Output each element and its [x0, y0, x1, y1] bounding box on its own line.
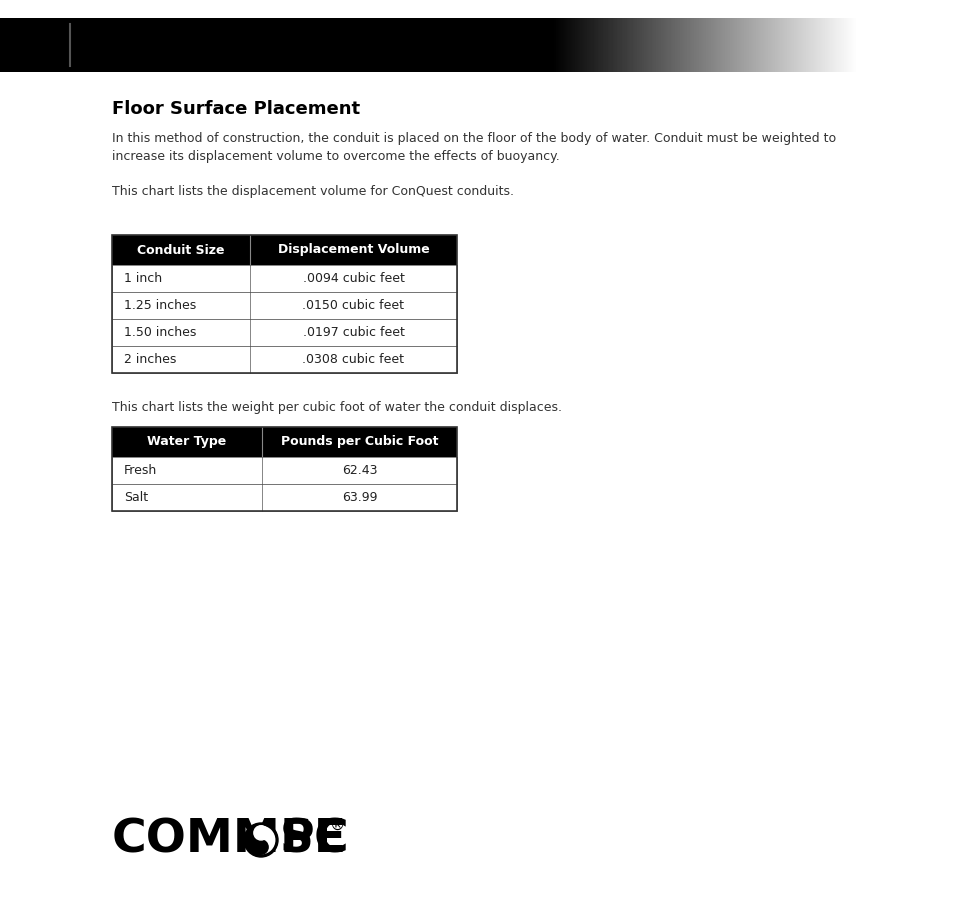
- Text: Floor Surface Placement: Floor Surface Placement: [112, 100, 359, 118]
- Text: Water Type: Water Type: [147, 436, 227, 448]
- Text: This chart lists the displacement volume for ConQuest conduits.: This chart lists the displacement volume…: [112, 185, 514, 198]
- FancyBboxPatch shape: [112, 457, 456, 484]
- FancyBboxPatch shape: [112, 427, 456, 457]
- FancyBboxPatch shape: [0, 0, 953, 18]
- Text: Salt: Salt: [124, 491, 148, 504]
- Circle shape: [253, 840, 268, 854]
- Text: Pounds per Cubic Foot: Pounds per Cubic Foot: [280, 436, 437, 448]
- Text: .0094 cubic feet: .0094 cubic feet: [302, 272, 404, 285]
- FancyBboxPatch shape: [112, 484, 456, 511]
- Text: Displacement Volume: Displacement Volume: [277, 243, 429, 257]
- Circle shape: [244, 823, 277, 857]
- FancyBboxPatch shape: [112, 265, 456, 292]
- FancyBboxPatch shape: [112, 319, 456, 346]
- FancyBboxPatch shape: [112, 292, 456, 319]
- Text: This chart lists the weight per cubic foot of water the conduit displaces.: This chart lists the weight per cubic fo…: [112, 401, 561, 414]
- Text: COMMSC: COMMSC: [112, 817, 350, 862]
- Text: Conduit Size: Conduit Size: [137, 243, 225, 257]
- Text: 4.18: 4.18: [28, 33, 65, 48]
- Text: increase its displacement volume to overcome the effects of buoyancy.: increase its displacement volume to over…: [112, 150, 559, 163]
- Wedge shape: [261, 825, 275, 855]
- Text: 1.25 inches: 1.25 inches: [124, 299, 196, 312]
- Text: 62.43: 62.43: [341, 464, 376, 477]
- Text: PE: PE: [280, 817, 347, 862]
- Text: .0150 cubic feet: .0150 cubic feet: [302, 299, 404, 312]
- Text: .0197 cubic feet: .0197 cubic feet: [302, 326, 404, 339]
- Text: 2 inches: 2 inches: [124, 353, 176, 366]
- Text: Fresh: Fresh: [124, 464, 157, 477]
- FancyBboxPatch shape: [112, 235, 456, 265]
- Text: ®: ®: [330, 817, 345, 832]
- Text: 63.99: 63.99: [341, 491, 376, 504]
- Text: 1 inch: 1 inch: [124, 272, 162, 285]
- Circle shape: [253, 826, 268, 840]
- Text: Underground Installation Methods: Underground Installation Methods: [80, 32, 349, 46]
- Text: Submarine Installation: Submarine Installation: [80, 50, 213, 63]
- Text: In this method of construction, the conduit is placed on the floor of the body o: In this method of construction, the cond…: [112, 132, 835, 145]
- FancyBboxPatch shape: [112, 346, 456, 373]
- Text: .0308 cubic feet: .0308 cubic feet: [302, 353, 404, 366]
- Text: 1.50 inches: 1.50 inches: [124, 326, 196, 339]
